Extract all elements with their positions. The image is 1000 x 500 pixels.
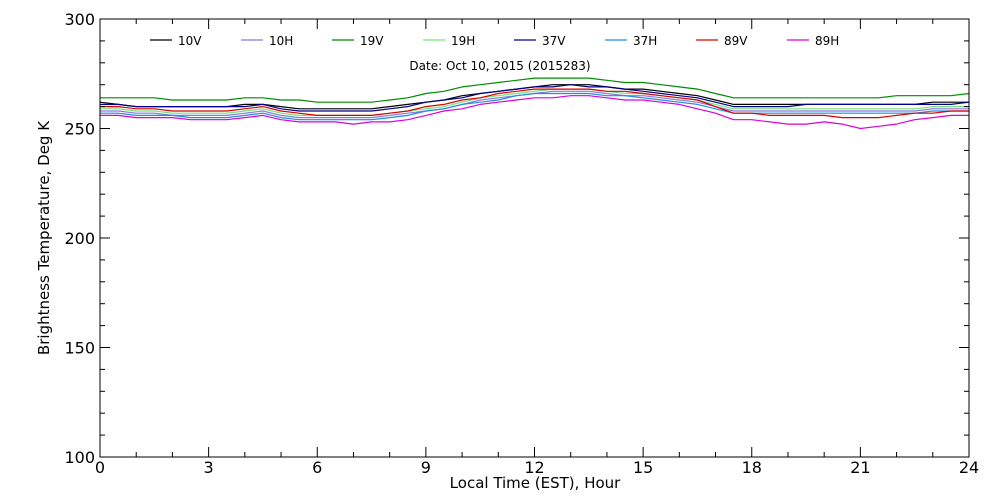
legend-label-89h: 89H [815, 34, 839, 48]
y-tick-label: 250 [64, 120, 95, 139]
plot-series-group [99, 77, 970, 130]
series-line-37h [100, 92, 969, 121]
x-tick-label: 9 [421, 458, 431, 477]
x-tick-label: 3 [204, 458, 214, 477]
series-line-89v [100, 88, 969, 119]
legend-label-37h: 37H [633, 34, 657, 48]
y-tick-label: 200 [64, 229, 95, 248]
x-tick-label: 15 [633, 458, 653, 477]
series-line-19h [100, 88, 969, 117]
y-tick-label: 100 [64, 448, 95, 467]
y-axis-title: Brightness Temperature, Deg K [35, 120, 53, 355]
legend-label-89v: 89V [724, 34, 748, 48]
axis-ticks-group: 0 3 6 9 12 15 18 21 24 100 150 200 250 300 [64, 10, 979, 477]
legend-label-10v: 10V [178, 34, 202, 48]
series-line-19v [100, 77, 970, 103]
series-line-37v [100, 84, 970, 112]
x-tick-label: 21 [850, 458, 870, 477]
legend-label-19h: 19H [451, 34, 475, 48]
y-tick-label: 150 [64, 339, 95, 358]
x-tick-label: 0 [95, 458, 105, 477]
legend: 10V 10H 19V 19H 37V 37H 89V 89H [150, 34, 839, 48]
x-tick-label: 6 [312, 458, 322, 477]
x-axis-title: Local Time (EST), Hour [450, 474, 621, 492]
x-tick-label: 12 [524, 458, 544, 477]
y-tick-label: 300 [64, 10, 95, 29]
chart-subtitle: Date: Oct 10, 2015 (2015283) [409, 59, 590, 73]
legend-label-19v: 19V [360, 34, 384, 48]
series-line-89h [100, 95, 969, 130]
legend-label-10h: 10H [269, 34, 293, 48]
x-tick-label: 24 [959, 458, 979, 477]
legend-label-37v: 37V [542, 34, 566, 48]
x-tick-label: 18 [742, 458, 762, 477]
